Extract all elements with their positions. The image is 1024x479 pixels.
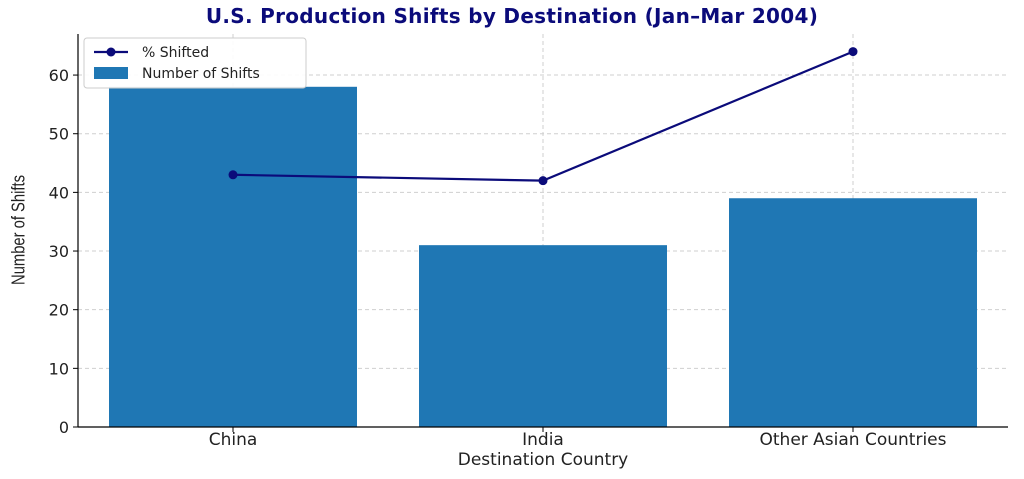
legend-label: % Shifted	[142, 45, 209, 61]
legend-box	[83, 37, 307, 89]
line-point	[848, 47, 858, 57]
x-tick-label: India	[522, 430, 564, 450]
y-tick-label: 60	[49, 66, 69, 85]
legend-line-marker	[106, 47, 116, 57]
line-point	[228, 170, 238, 180]
y-tick-label: 50	[49, 125, 69, 144]
x-tick-label: China	[209, 430, 258, 450]
bar	[729, 198, 977, 427]
bar	[109, 86, 357, 427]
y-tick-label: 0	[59, 418, 69, 437]
chart-title: U.S. Production Shifts by Destination (J…	[205, 4, 819, 28]
line-series	[228, 47, 858, 186]
y-tick-label: 20	[49, 301, 69, 320]
legend: % Shifted Number of Shifts	[83, 37, 307, 89]
bar	[419, 245, 667, 427]
y-tick-label: 10	[49, 359, 69, 378]
x-axis-label: Destination Country	[457, 450, 629, 470]
line-point	[538, 176, 548, 186]
legend-label: Number of Shifts	[142, 66, 260, 82]
axes: 0 10 20 30 40 50 60 China India Other Asian Count…	[49, 34, 1008, 450]
bars	[109, 86, 977, 427]
legend-bar-swatch	[94, 67, 128, 79]
x-tick-label: Other Asian Countries	[760, 430, 947, 450]
y-tick-label: 30	[49, 242, 69, 261]
y-tick-label: 40	[49, 183, 69, 202]
